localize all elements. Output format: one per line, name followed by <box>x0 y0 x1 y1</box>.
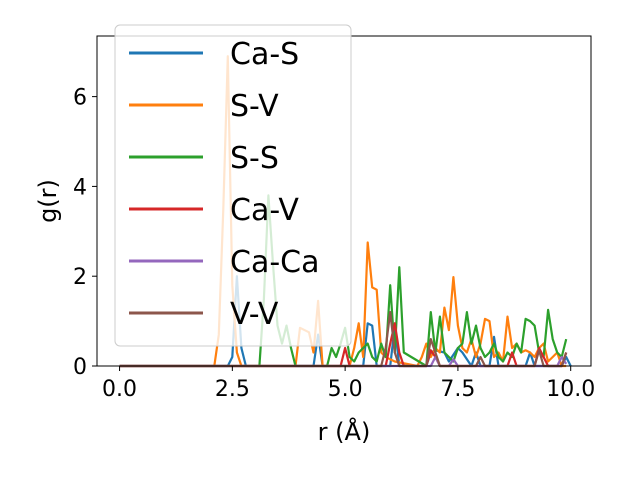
legend-label: S-V <box>230 89 279 124</box>
legend-label: Ca-Ca <box>230 245 320 280</box>
x-axis-label: r (Å) <box>318 417 371 446</box>
y-tick-label: 6 <box>73 86 87 111</box>
series-line-v-v <box>119 311 568 368</box>
legend: Ca-S S-V S-S Ca-V Ca-Ca V-V <box>114 24 352 347</box>
legend-label: S-S <box>230 141 279 176</box>
x-axis: 0.0 2.5 5.0 7.5 10.0 <box>102 366 595 402</box>
x-tick-label: 0.0 <box>102 377 137 402</box>
x-tick-label: 7.5 <box>440 377 475 402</box>
x-tick-label: 2.5 <box>215 377 250 402</box>
y-axis: 0 2 4 6 <box>73 86 97 380</box>
y-tick-label: 4 <box>73 175 87 200</box>
x-tick-label: 5.0 <box>328 377 363 402</box>
y-axis-label: g(r) <box>34 179 62 223</box>
y-tick-label: 2 <box>73 265 87 290</box>
x-tick-label: 10.0 <box>546 377 595 402</box>
y-tick-label: 0 <box>73 355 87 380</box>
legend-label: V-V <box>230 297 279 332</box>
legend-label: Ca-V <box>230 193 299 228</box>
legend-label: Ca-S <box>230 37 299 72</box>
series-line-ca-ca <box>119 355 568 368</box>
